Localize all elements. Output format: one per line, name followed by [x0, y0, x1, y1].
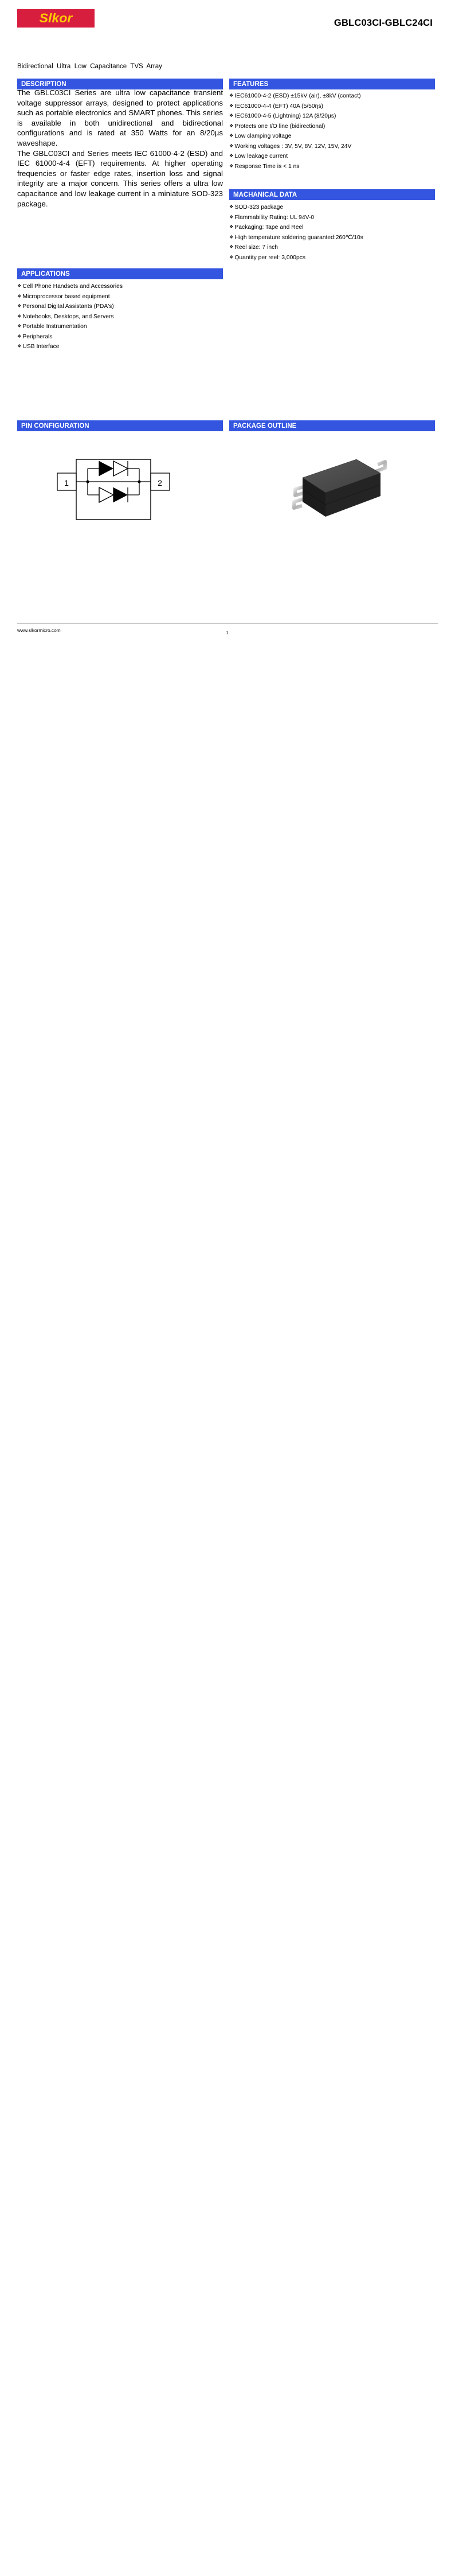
- svg-text:2: 2: [158, 478, 162, 487]
- svg-text:1: 1: [64, 478, 69, 487]
